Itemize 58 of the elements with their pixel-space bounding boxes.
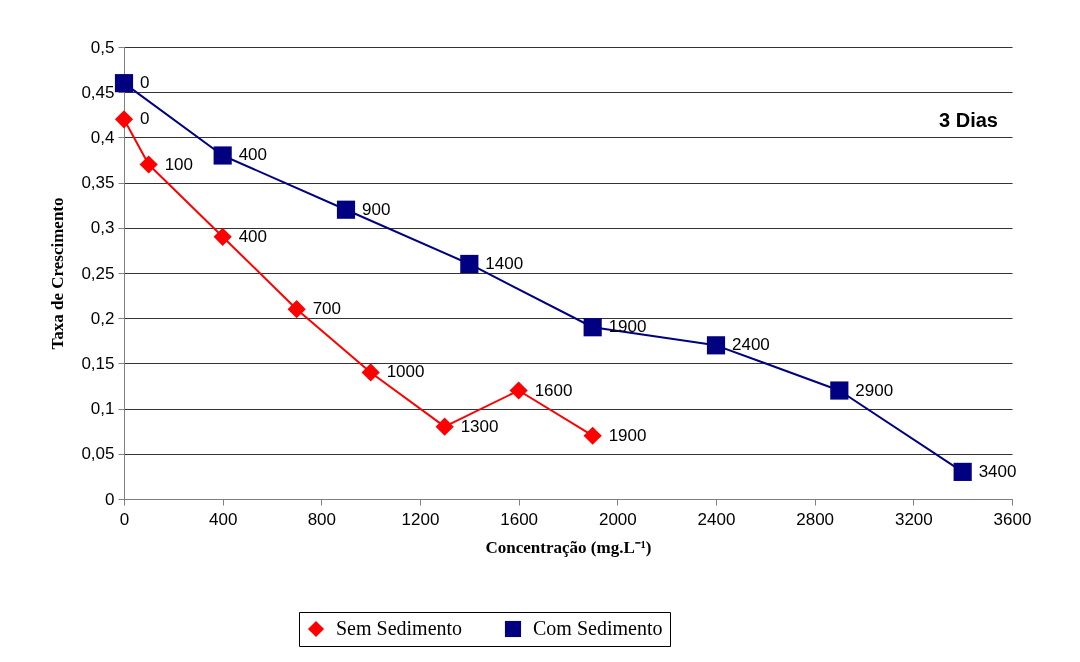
- y-tick-label: 0,2: [90, 308, 115, 328]
- annotation: 3400: [978, 461, 1017, 481]
- annotation: 2400: [732, 335, 770, 355]
- point: [583, 318, 602, 337]
- annotation: 2900: [855, 380, 894, 400]
- x-tick-label: 2800: [796, 509, 835, 529]
- x-tick-label: 800: [307, 509, 337, 529]
- point: [213, 227, 232, 246]
- y-tick-label: 0,5: [90, 37, 115, 57]
- annotation: 1600: [534, 380, 573, 400]
- annotation: 900: [362, 199, 391, 219]
- point: [139, 155, 158, 174]
- annotation: 100: [164, 154, 194, 174]
- annotation: 400: [238, 145, 268, 165]
- point: [287, 300, 306, 319]
- annotation: 1900: [608, 425, 647, 445]
- point: [361, 363, 380, 382]
- annotation: 0: [140, 73, 150, 93]
- y-tick-label: 0,05: [81, 444, 115, 464]
- point: [336, 200, 356, 219]
- x-tick-label: 0: [119, 509, 130, 529]
- x-tick-label: 3200: [894, 509, 933, 529]
- y-tick-label: 0: [105, 489, 115, 509]
- y-tick-label: 0,45: [81, 82, 115, 102]
- x-tick-label: 1600: [500, 509, 539, 529]
- point: [213, 146, 232, 165]
- y-tick-label: 0,15: [81, 353, 115, 373]
- annotation: 1300: [460, 416, 499, 436]
- y-tick-label: 0,25: [81, 263, 115, 283]
- annotation: 3 Dias: [939, 109, 998, 131]
- x-axis-title: Concentração (mg.L⁻¹): [485, 537, 652, 557]
- annotation: 1400: [485, 253, 524, 273]
- x-tick-label: 2000: [598, 509, 637, 529]
- annotation: 0: [140, 109, 150, 129]
- x-tick-label: 400: [208, 509, 238, 529]
- point: [953, 462, 972, 481]
- point: [435, 417, 454, 436]
- point: [830, 381, 849, 400]
- point: [460, 254, 479, 274]
- legend-label: Com Sedimento: [533, 617, 663, 639]
- annotation: 700: [312, 299, 342, 319]
- y-axis-title: Taxa de Crescimento: [48, 197, 68, 350]
- annotation: 400: [238, 226, 268, 246]
- annotation: 1000: [386, 362, 425, 382]
- x-tick-label: 2400: [697, 509, 736, 529]
- y-tick-label: 0,1: [90, 399, 115, 419]
- point: [114, 110, 134, 129]
- y-tick-label: 0,4: [90, 127, 115, 147]
- point: [114, 74, 134, 93]
- legend-label: Sem Sedimento: [336, 617, 463, 639]
- x-tick-label: 1200: [401, 509, 440, 529]
- point: [509, 381, 528, 400]
- point: [583, 426, 602, 445]
- annotation: 1900: [608, 317, 647, 337]
- y-tick-label: 0,35: [81, 173, 115, 193]
- x-tick-label: 3600: [993, 509, 1032, 529]
- y-tick-label: 0,3: [90, 218, 115, 238]
- point: [706, 336, 726, 355]
